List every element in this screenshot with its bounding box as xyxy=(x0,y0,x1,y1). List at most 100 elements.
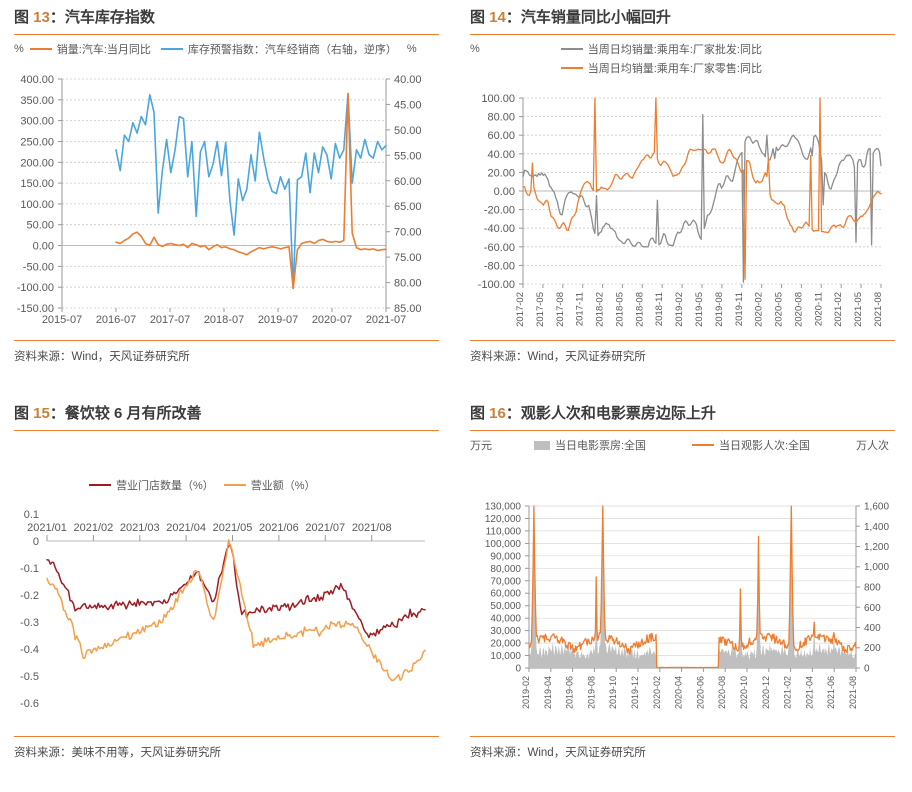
svg-text:-0.6: -0.6 xyxy=(20,698,39,710)
svg-text:2021/06: 2021/06 xyxy=(259,522,299,534)
svg-text:600: 600 xyxy=(864,603,881,614)
svg-text:2017-11: 2017-11 xyxy=(575,292,586,326)
svg-text:20.00: 20.00 xyxy=(487,167,515,179)
svg-text:2018-05: 2018-05 xyxy=(614,292,625,327)
svg-text:2019-02: 2019-02 xyxy=(521,676,531,709)
svg-text:2019-02: 2019-02 xyxy=(674,292,685,327)
svg-text:2019-10: 2019-10 xyxy=(608,676,618,709)
svg-text:2021-07: 2021-07 xyxy=(366,314,406,326)
svg-text:2020-12: 2020-12 xyxy=(761,676,771,709)
svg-text:2021-05: 2021-05 xyxy=(853,292,864,327)
svg-text:-100.00: -100.00 xyxy=(478,279,515,291)
svg-text:2021/02: 2021/02 xyxy=(74,522,114,534)
svg-text:400.00: 400.00 xyxy=(20,74,54,86)
svg-text:200: 200 xyxy=(864,643,881,654)
svg-text:2021/01: 2021/01 xyxy=(27,522,67,534)
svg-text:2021-02: 2021-02 xyxy=(783,676,793,709)
svg-text:90,000: 90,000 xyxy=(490,551,521,562)
svg-text:2018-02: 2018-02 xyxy=(595,292,606,327)
svg-text:350.00: 350.00 xyxy=(20,95,54,107)
svg-text:2021-06: 2021-06 xyxy=(826,676,836,709)
svg-text:60.00: 60.00 xyxy=(487,130,515,142)
svg-text:50.00: 50.00 xyxy=(394,125,422,137)
svg-text:2021/08: 2021/08 xyxy=(352,522,392,534)
svg-text:2020-05: 2020-05 xyxy=(774,292,785,327)
svg-text:100.00: 100.00 xyxy=(481,93,515,105)
svg-text:0.00: 0.00 xyxy=(494,186,515,198)
svg-text:0: 0 xyxy=(864,664,870,675)
svg-text:65.00: 65.00 xyxy=(394,201,422,213)
svg-text:2021-08: 2021-08 xyxy=(848,676,858,709)
svg-text:-50.00: -50.00 xyxy=(23,261,54,273)
svg-text:1,000: 1,000 xyxy=(864,562,889,573)
svg-text:130,000: 130,000 xyxy=(485,502,522,513)
svg-text:120,000: 120,000 xyxy=(485,514,522,525)
svg-text:2020-11: 2020-11 xyxy=(813,292,824,326)
svg-text:2017-02: 2017-02 xyxy=(515,292,526,327)
svg-text:-20.00: -20.00 xyxy=(484,205,515,217)
svg-text:100.00: 100.00 xyxy=(20,199,54,211)
svg-text:2021/05: 2021/05 xyxy=(213,522,253,534)
svg-text:-0.1: -0.1 xyxy=(20,563,39,575)
svg-text:-0.5: -0.5 xyxy=(20,671,39,683)
svg-text:60,000: 60,000 xyxy=(490,589,521,600)
svg-text:2020-10: 2020-10 xyxy=(739,676,749,709)
svg-text:2016-07: 2016-07 xyxy=(96,314,136,326)
svg-text:2019-11: 2019-11 xyxy=(734,292,745,326)
svg-text:150.00: 150.00 xyxy=(20,178,54,190)
svg-text:40.00: 40.00 xyxy=(394,74,422,86)
svg-text:2021-04: 2021-04 xyxy=(804,676,814,709)
svg-text:-60.00: -60.00 xyxy=(484,242,515,254)
svg-text:2017-07: 2017-07 xyxy=(150,314,190,326)
svg-text:2019-05: 2019-05 xyxy=(694,292,705,327)
svg-text:2019-12: 2019-12 xyxy=(630,676,640,709)
svg-text:2019-07: 2019-07 xyxy=(258,314,298,326)
svg-text:2020-07: 2020-07 xyxy=(312,314,352,326)
svg-text:60.00: 60.00 xyxy=(394,176,422,188)
svg-text:2018-07: 2018-07 xyxy=(204,314,244,326)
svg-text:2019-06: 2019-06 xyxy=(565,676,575,709)
svg-text:10,000: 10,000 xyxy=(490,651,521,662)
svg-text:-0.3: -0.3 xyxy=(20,617,39,629)
svg-text:110,000: 110,000 xyxy=(486,526,522,537)
svg-text:-80.00: -80.00 xyxy=(484,260,515,272)
svg-text:-0.2: -0.2 xyxy=(20,590,39,602)
svg-text:45.00: 45.00 xyxy=(394,99,422,111)
svg-text:80,000: 80,000 xyxy=(490,564,521,575)
svg-text:2021/04: 2021/04 xyxy=(166,522,206,534)
svg-text:2018-08: 2018-08 xyxy=(634,292,645,327)
svg-text:70.00: 70.00 xyxy=(394,227,422,239)
svg-text:2020-02: 2020-02 xyxy=(652,676,662,709)
svg-text:40.00: 40.00 xyxy=(487,149,515,161)
svg-text:1,600: 1,600 xyxy=(864,502,889,513)
svg-text:250.00: 250.00 xyxy=(20,137,54,149)
svg-text:30,000: 30,000 xyxy=(490,626,521,637)
svg-text:1,200: 1,200 xyxy=(864,542,889,553)
svg-text:2020-04: 2020-04 xyxy=(674,676,684,709)
svg-text:2019-08: 2019-08 xyxy=(586,676,596,709)
svg-text:0: 0 xyxy=(515,664,521,675)
svg-text:2015-07: 2015-07 xyxy=(42,314,82,326)
svg-text:75.00: 75.00 xyxy=(394,252,422,264)
svg-text:0: 0 xyxy=(33,536,39,548)
svg-text:2020-06: 2020-06 xyxy=(695,676,705,709)
svg-text:2020-02: 2020-02 xyxy=(754,292,765,327)
svg-text:50.00: 50.00 xyxy=(26,220,54,232)
svg-text:20,000: 20,000 xyxy=(490,639,521,650)
svg-text:40,000: 40,000 xyxy=(490,614,521,625)
svg-text:-0.4: -0.4 xyxy=(20,644,39,656)
svg-text:2020-08: 2020-08 xyxy=(717,676,727,709)
svg-text:300.00: 300.00 xyxy=(20,116,54,128)
svg-text:1,400: 1,400 xyxy=(864,522,889,533)
svg-text:2017-05: 2017-05 xyxy=(535,292,546,327)
svg-text:50,000: 50,000 xyxy=(490,601,521,612)
svg-text:400: 400 xyxy=(864,623,881,634)
svg-text:55.00: 55.00 xyxy=(394,150,422,162)
svg-text:2021/03: 2021/03 xyxy=(120,522,160,534)
svg-text:80.00: 80.00 xyxy=(394,278,422,290)
svg-text:800: 800 xyxy=(864,583,881,594)
svg-text:2021/07: 2021/07 xyxy=(305,522,345,534)
svg-text:-40.00: -40.00 xyxy=(484,223,515,235)
svg-text:2018-11: 2018-11 xyxy=(654,292,665,326)
svg-text:2021-02: 2021-02 xyxy=(833,292,844,327)
